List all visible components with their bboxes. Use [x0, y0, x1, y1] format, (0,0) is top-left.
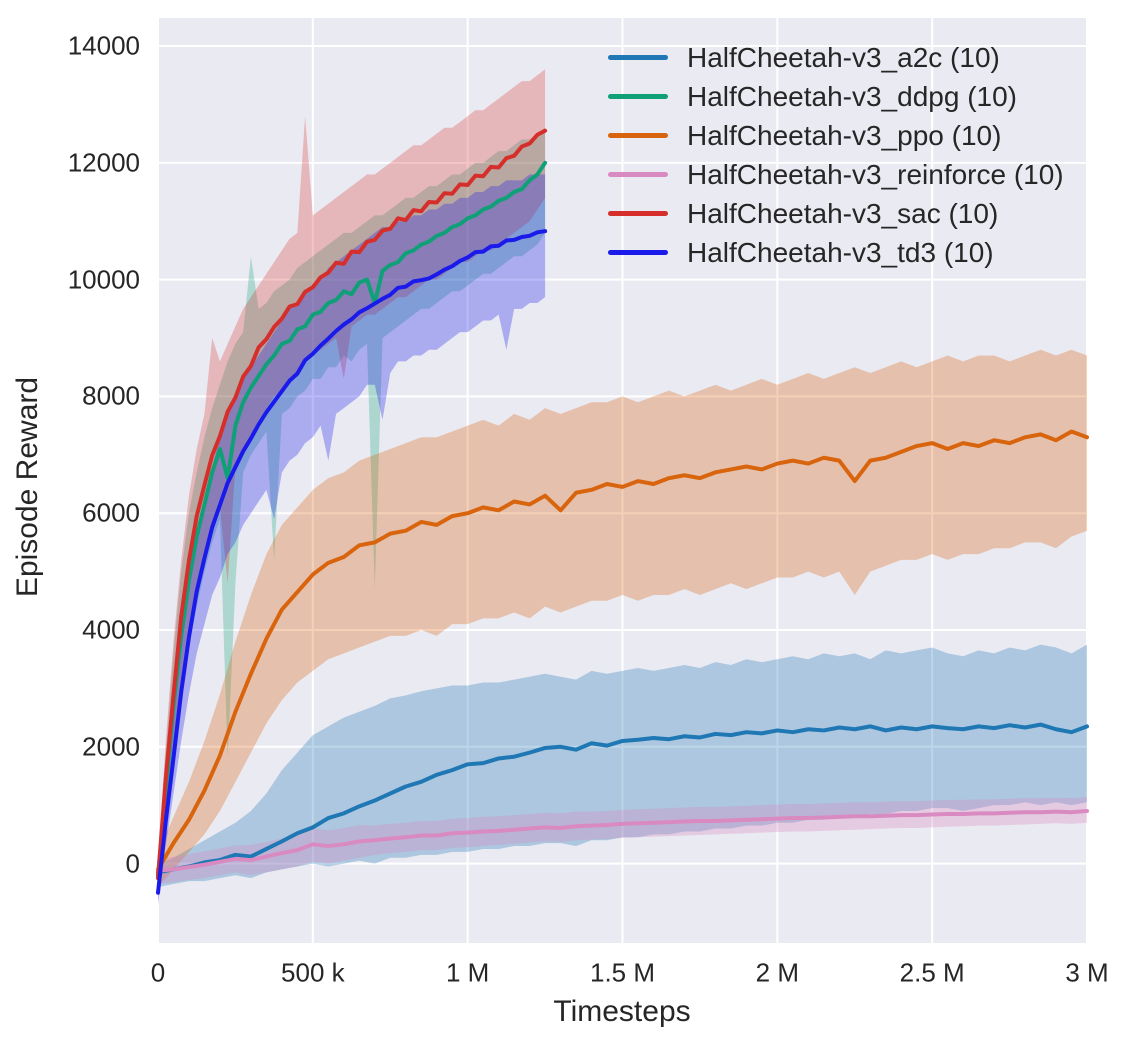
- line-td3: [156, 229, 548, 895]
- x-tick-label: 3 M: [1065, 957, 1109, 988]
- y-tick-label: 10000: [67, 264, 140, 295]
- band-ddpg: [158, 127, 546, 890]
- legend-item-ddpg: HalfCheetah-v3_ddpg (10): [608, 77, 1064, 116]
- legend: HalfCheetah-v3_a2c (10) HalfCheetah-v3_d…: [608, 38, 1064, 272]
- legend-item-a2c: HalfCheetah-v3_a2c (10): [608, 38, 1064, 77]
- y-tick-label: 2000: [82, 731, 140, 762]
- legend-swatch-ppo: [608, 133, 668, 138]
- line-ddpg: [156, 160, 548, 878]
- legend-label-sac: HalfCheetah-v3_sac (10): [687, 197, 999, 229]
- x-axis-label: Timesteps: [553, 995, 691, 1028]
- line-sac: [156, 128, 548, 881]
- legend-label-reinforce: HalfCheetah-v3_reinforce (10): [687, 158, 1064, 190]
- legend-label-a2c: HalfCheetah-v3_a2c (10): [687, 41, 1000, 73]
- legend-item-reinforce: HalfCheetah-v3_reinforce (10): [608, 155, 1064, 194]
- y-axis-label: Episode Reward: [11, 376, 44, 598]
- legend-swatch-ddpg: [608, 94, 668, 99]
- x-tick-label: 1.5 M: [589, 957, 656, 988]
- legend-swatch-reinforce: [608, 172, 668, 177]
- legend-label-td3: HalfCheetah-v3_td3 (10): [687, 236, 994, 268]
- x-tick-label: 2.5 M: [899, 957, 965, 988]
- x-tick-label: 1 M: [445, 957, 490, 988]
- x-tick-label: 2 M: [755, 957, 799, 988]
- band-a2c: [158, 644, 1087, 887]
- legend-item-ppo: HalfCheetah-v3_ppo (10): [608, 116, 1064, 155]
- band-ppo: [158, 349, 1087, 887]
- y-tick-label: 6000: [82, 497, 140, 528]
- line-a2c: [156, 722, 1089, 875]
- line-ppo: [156, 429, 1089, 872]
- y-tick-label: 8000: [82, 380, 140, 411]
- legend-swatch-sac: [608, 211, 668, 216]
- band-sac: [158, 69, 546, 893]
- y-tick-label: 0: [125, 848, 140, 879]
- legend-label-ppo: HalfCheetah-v3_ppo (10): [687, 119, 1002, 151]
- legend-swatch-a2c: [608, 55, 668, 60]
- legend-swatch-td3: [608, 250, 668, 255]
- x-tick-label: 500 k: [281, 957, 345, 988]
- legend-item-td3: HalfCheetah-v3_td3 (10): [608, 233, 1064, 272]
- band-reinforce: [158, 797, 1087, 885]
- y-tick-label: 14000: [67, 30, 140, 61]
- y-tick-label: 4000: [82, 614, 140, 645]
- y-tick-label: 12000: [67, 147, 140, 178]
- legend-item-sac: HalfCheetah-v3_sac (10): [608, 194, 1064, 233]
- legend-label-ddpg: HalfCheetah-v3_ddpg (10): [687, 80, 1017, 112]
- line-reinforce: [156, 809, 1089, 873]
- x-tick-label: 0: [150, 957, 166, 988]
